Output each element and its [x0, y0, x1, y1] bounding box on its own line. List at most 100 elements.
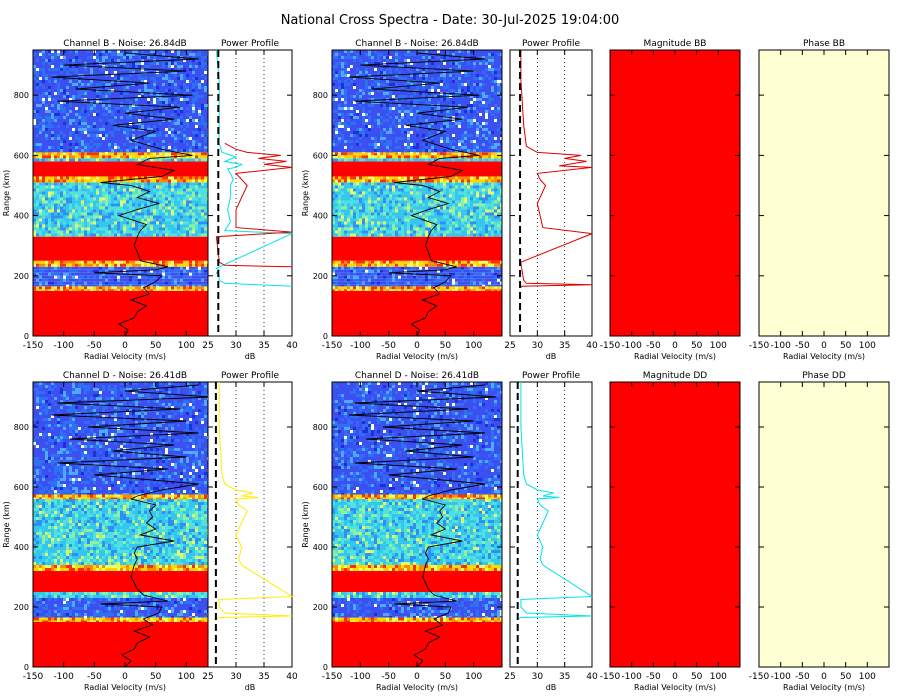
heatmap-cell	[87, 119, 90, 122]
heatmap-cell	[69, 80, 72, 83]
heatmap-cell	[39, 50, 42, 53]
heatmap-cell	[75, 200, 78, 204]
heatmap-cell	[126, 263, 129, 267]
heatmap-cell	[39, 155, 42, 159]
heatmap-cell	[108, 77, 111, 80]
heatmap-cell	[201, 203, 204, 207]
heatmap-cell	[141, 281, 144, 285]
heatmap-cell	[78, 188, 81, 192]
heatmap-cell	[48, 188, 51, 192]
heatmap-cell	[102, 107, 105, 110]
heatmap-cell	[57, 266, 60, 270]
heatmap-cell	[156, 227, 159, 231]
heatmap-cell	[105, 176, 108, 180]
heatmap-cell	[162, 122, 165, 125]
heatmap-cell	[42, 197, 45, 201]
heatmap-cell	[60, 74, 63, 77]
heatmap-cell	[54, 92, 57, 95]
heatmap-cell	[75, 56, 78, 59]
heatmap-cell	[51, 146, 54, 149]
y-tick-label: 600	[14, 151, 29, 160]
heatmap-cell	[192, 65, 195, 68]
heatmap-cell	[102, 56, 105, 59]
heatmap-cell	[123, 197, 126, 201]
heatmap-cell	[168, 215, 171, 219]
heatmap-cell	[114, 89, 117, 92]
heatmap-cell	[45, 125, 48, 128]
heatmap-cell	[66, 289, 69, 291]
heatmap-cell	[183, 269, 186, 273]
heatmap-cell	[120, 179, 123, 183]
heatmap-cell	[168, 146, 171, 149]
heatmap-cell	[39, 230, 42, 234]
heatmap-cell	[117, 191, 120, 195]
heatmap-cell	[108, 68, 111, 71]
heatmap-cell	[129, 194, 132, 198]
heatmap-cell	[99, 194, 102, 198]
heatmap-cell	[111, 284, 114, 287]
heatmap-cell	[153, 74, 156, 77]
heatmap-cell	[174, 134, 177, 137]
heatmap-cell	[87, 59, 90, 62]
heatmap-cell	[174, 289, 177, 291]
heatmap-cell	[69, 104, 72, 107]
heatmap-cell	[99, 272, 102, 276]
heatmap-cell	[108, 137, 111, 140]
x-tick-label: 30	[230, 341, 242, 351]
heatmap-cell	[54, 272, 57, 276]
heatmap-cell	[201, 224, 204, 228]
heatmap-cell	[45, 155, 48, 159]
heatmap-cell	[63, 77, 66, 80]
heatmap-cell	[141, 230, 144, 234]
heatmap-cell	[33, 89, 36, 92]
heatmap-cell	[150, 281, 153, 285]
heatmap-cell	[120, 104, 123, 107]
heatmap-cell	[63, 137, 66, 140]
heatmap-cell	[395, 272, 398, 276]
heatmap-cell	[132, 143, 135, 146]
heatmap-cell	[48, 146, 51, 149]
heatmap-cell	[51, 224, 54, 228]
heatmap-cell	[111, 224, 114, 228]
heatmap-cell	[69, 191, 72, 195]
heatmap-cell	[54, 188, 57, 192]
heatmap-cell	[132, 227, 135, 231]
heatmap-cell	[141, 152, 144, 156]
heatmap-cell	[90, 149, 93, 152]
heatmap-cell	[353, 272, 356, 276]
heatmap-cell	[111, 77, 114, 80]
heatmap-cell	[359, 269, 362, 273]
heatmap-cell	[81, 233, 84, 237]
heatmap-cell	[96, 80, 99, 83]
x-tick-label: -100	[53, 341, 74, 351]
heatmap-cell	[63, 83, 66, 86]
heatmap-cell	[147, 74, 150, 77]
heatmap-cell	[195, 50, 198, 53]
heatmap-cell	[174, 68, 177, 71]
heatmap-cell	[135, 215, 138, 219]
heatmap-cell	[51, 80, 54, 83]
heatmap-cell	[66, 125, 69, 128]
heatmap-cell	[54, 182, 57, 186]
heatmap-cell	[434, 272, 437, 276]
heatmap-cell	[66, 275, 69, 279]
heatmap-cell	[195, 266, 198, 270]
heatmap-cell	[111, 131, 114, 134]
heatmap-cell	[129, 275, 132, 279]
heatmap-cell	[45, 176, 48, 180]
heatmap-cell	[204, 212, 207, 216]
heatmap-cell	[66, 179, 69, 183]
heatmap-cell	[165, 116, 168, 119]
heatmap-cell	[195, 128, 198, 131]
heatmap-cell	[69, 281, 72, 285]
heatmap-cell	[198, 128, 201, 131]
heatmap-cell	[111, 143, 114, 146]
heatmap-cell	[162, 56, 165, 59]
heatmap-cell	[192, 152, 195, 156]
heatmap-cell	[33, 194, 36, 198]
heatmap-cell	[452, 266, 455, 270]
heatmap-cell	[51, 206, 54, 210]
heatmap-cell	[192, 185, 195, 189]
heatmap-cell	[48, 113, 51, 116]
heatmap-cell	[201, 209, 204, 213]
